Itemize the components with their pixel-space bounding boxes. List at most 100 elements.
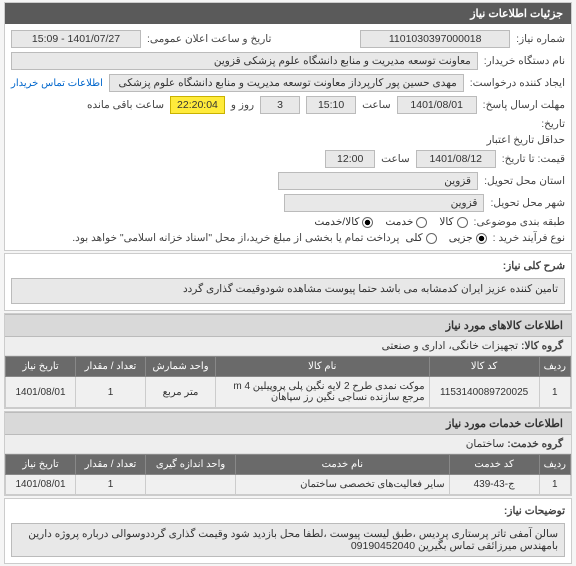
row-process: نوع فرآیند خرید : جزیی کلی پرداخت تمام ی…	[11, 230, 565, 246]
days-left: 3	[260, 96, 300, 114]
valid-label: حداقل تاریخ اعتبار	[487, 134, 565, 146]
desc-body: شرح کلی نیاز: تامین کننده عزیز ایران کدم…	[5, 254, 571, 310]
services-table-header: ردیف کد خدمت نام خدمت واحد اندازه گیری ت…	[6, 455, 571, 475]
radio-icon	[362, 217, 373, 228]
radio-full[interactable]: کلی	[405, 232, 436, 244]
radio-service-label: خدمت	[385, 216, 413, 228]
table-row: 1 ج-43-439 سایر فعالیت‌های تخصصی ساختمان…	[6, 475, 571, 495]
buyer-contact-link[interactable]: اطلاعات تماس خریدار	[11, 78, 103, 89]
row-need-no: شماره نیاز: 1101030397000018 تاریخ و ساع…	[11, 28, 565, 50]
resp-deadline-time: 15:10	[306, 96, 356, 114]
goods-table: ردیف کد کالا نام کالا واحد شمارش تعداد /…	[5, 356, 571, 408]
notes-text: سالن آمفی تاتر پرستاری پردیس ،طبق لیست پ…	[11, 523, 565, 557]
desc-row: شرح کلی نیاز: تامین کننده عزیز ایران کدم…	[11, 258, 565, 306]
table-row: 1 1153140089720025 موکت نمدی طرح 2 لایه …	[6, 377, 571, 408]
row-buyer: نام دستگاه خریدار: معاونت توسعه مدیریت و…	[11, 50, 565, 72]
services-group-value: ساختمان	[466, 438, 505, 450]
radio-partial-label: جزیی	[449, 232, 473, 244]
goods-table-header: ردیف کد کالا نام کالا واحد شمارش تعداد /…	[6, 357, 571, 377]
cell-date: 1401/08/01	[6, 475, 76, 495]
cell-qty: 1	[76, 377, 146, 408]
cell-name: موکت نمدی طرح 2 لایه نگین پلی پروپیلین m…	[216, 377, 430, 408]
desc-label: شرح کلی نیاز:	[503, 260, 565, 272]
col-qty: تعداد / مقدار	[76, 357, 146, 377]
need-details-panel: جزئیات اطلاعات نیاز شماره نیاز: 11010303…	[4, 2, 572, 251]
col-code: کد کالا	[429, 357, 539, 377]
col-name: نام کالا	[216, 357, 430, 377]
valid-date: 1401/08/12	[416, 150, 496, 168]
goods-group-row: گروه کالا: تجهیزات خانگی، اداری و صنعتی	[5, 337, 571, 356]
goods-group-value: تجهیزات خانگی، اداری و صنعتی	[382, 340, 518, 352]
goods-panel: اطلاعات کالاهای مورد نیاز گروه کالا: تجه…	[4, 313, 572, 409]
radio-service[interactable]: خدمت	[385, 216, 427, 228]
valid-time: 12:00	[325, 150, 375, 168]
notes-label: توضیحات نیاز:	[504, 505, 565, 517]
row-city: شهر محل تحویل: قزوین	[11, 192, 565, 214]
goods-header: اطلاعات کالاهای مورد نیاز	[5, 314, 571, 337]
col-row: ردیف	[539, 357, 570, 377]
row-valid-to: قیمت: تا تاریخ: 1401/08/12 ساعت 12:00	[11, 148, 565, 170]
time-label-2: ساعت	[381, 153, 410, 165]
radio-goods-label: کالا	[439, 216, 453, 228]
col-date: تاریخ نیاز	[6, 455, 76, 475]
desc-text: تامین کننده عزیز ایران کدمشابه می باشد ح…	[11, 278, 565, 304]
notes-body: توضیحات نیاز: سالن آمفی تاتر پرستاری پرد…	[5, 499, 571, 563]
radio-both[interactable]: کالا/خدمت	[314, 216, 373, 228]
row-valid: حداقل تاریخ اعتبار	[11, 132, 565, 148]
desc-panel: شرح کلی نیاز: تامین کننده عزیز ایران کدم…	[4, 253, 572, 311]
resp-deadline-label: مهلت ارسال پاسخ:	[483, 99, 565, 111]
announce-dt-label: تاریخ و ساعت اعلان عمومی:	[147, 33, 271, 45]
valid-to-label: قیمت: تا تاریخ:	[502, 153, 565, 165]
buyer-value: معاونت توسعه مدیریت و منابع دانشگاه علوم…	[11, 52, 478, 70]
services-header: اطلاعات خدمات مورد نیاز	[5, 412, 571, 435]
cell-name: سایر فعالیت‌های تخصصی ساختمان	[236, 475, 450, 495]
process-radio-group: جزیی کلی	[405, 232, 486, 244]
goods-group-label: گروه کالا:	[521, 340, 563, 352]
cell-n: 1	[539, 475, 570, 495]
col-row: ردیف	[539, 455, 570, 475]
province-value: قزوین	[278, 172, 478, 190]
process-label: نوع فرآیند خرید :	[493, 232, 565, 244]
col-unit: واحد اندازه گیری	[146, 455, 236, 475]
row-category: طبقه بندی موضوعی: کالا خدمت کالا/خدمت	[11, 214, 565, 230]
creator-label: ایجاد کننده درخواست:	[470, 77, 565, 89]
radio-full-label: کلی	[405, 232, 422, 244]
notes-panel: توضیحات نیاز: سالن آمفی تاتر پرستاری پرد…	[4, 498, 572, 564]
countdown-timer: 22:20:04	[170, 96, 225, 114]
remain-label: ساعت باقی مانده	[87, 99, 164, 111]
col-qty: تعداد / مقدار	[76, 455, 146, 475]
services-panel: اطلاعات خدمات مورد نیاز گروه خدمت: ساختم…	[4, 411, 572, 496]
col-date: تاریخ نیاز	[6, 357, 76, 377]
row-deadline: مهلت ارسال پاسخ: 1401/08/01 ساعت 15:10 3…	[11, 94, 565, 116]
radio-icon	[426, 233, 437, 244]
services-table: ردیف کد خدمت نام خدمت واحد اندازه گیری ت…	[5, 454, 571, 495]
announce-dt-value: 1401/07/27 - 15:09	[11, 30, 141, 48]
cell-n: 1	[539, 377, 570, 408]
cell-date: 1401/08/01	[6, 377, 76, 408]
panel-title: جزئیات اطلاعات نیاز	[5, 3, 571, 24]
services-group-label: گروه خدمت:	[507, 438, 563, 450]
cell-unit	[146, 475, 236, 495]
radio-icon	[416, 217, 427, 228]
city-label: شهر محل تحویل:	[490, 197, 565, 209]
days-label: روز و	[231, 99, 254, 111]
cell-unit: متر مربع	[146, 377, 216, 408]
buyer-label: نام دستگاه خریدار:	[484, 55, 565, 67]
col-unit: واحد شمارش	[146, 357, 216, 377]
resp-deadline-date: 1401/08/01	[397, 96, 477, 114]
process-note: پرداخت تمام یا بخشی از مبلغ خرید،از محل …	[11, 232, 399, 244]
row-creator: ایجاد کننده درخواست: مهدی حسین پور کارپر…	[11, 72, 565, 94]
need-no-label: شماره نیاز:	[516, 33, 565, 45]
info-body: شماره نیاز: 1101030397000018 تاریخ و ساع…	[5, 24, 571, 250]
radio-icon	[476, 233, 487, 244]
services-group-row: گروه خدمت: ساختمان	[5, 435, 571, 454]
cell-code: 1153140089720025	[429, 377, 539, 408]
creator-value: مهدی حسین پور کارپرداز معاونت توسعه مدیر…	[109, 74, 464, 92]
cell-code: ج-43-439	[449, 475, 539, 495]
radio-both-label: کالا/خدمت	[314, 216, 359, 228]
radio-partial[interactable]: جزیی	[449, 232, 487, 244]
category-label: طبقه بندی موضوعی:	[474, 216, 565, 228]
radio-goods[interactable]: کالا	[439, 216, 467, 228]
row-history: تاریخ:	[11, 116, 565, 132]
row-province: استان محل تحویل: قزوین	[11, 170, 565, 192]
